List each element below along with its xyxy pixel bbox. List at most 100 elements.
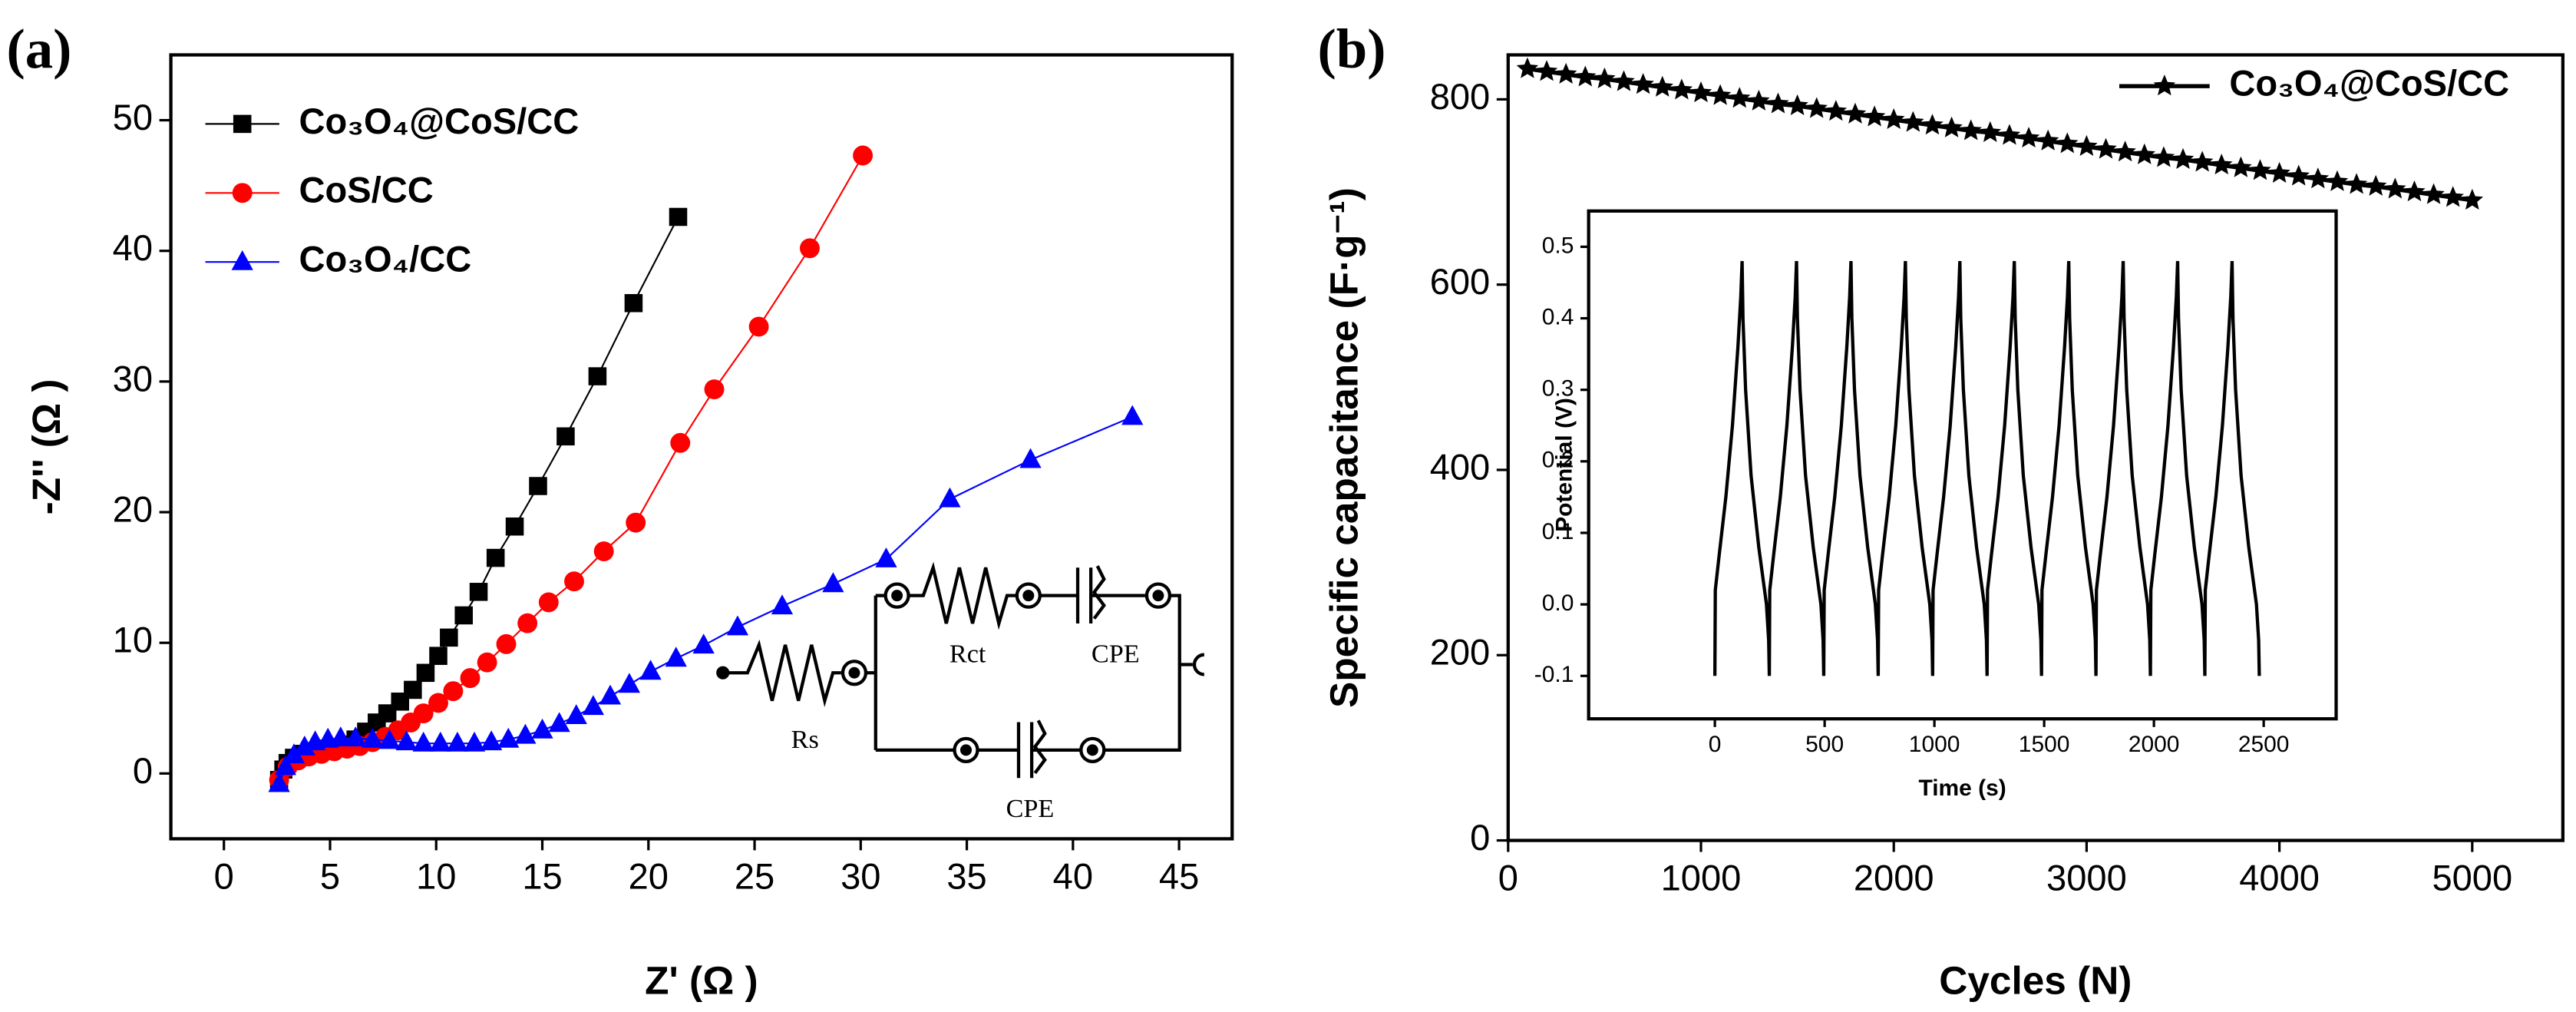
marker (412, 731, 434, 752)
marker (1863, 105, 1886, 127)
chart: 0 1000 2000 3000 4000 50000200400600800Cycles… (1323, 53, 2565, 1002)
marker (726, 615, 749, 636)
marker (505, 517, 524, 536)
x-tick-label: 2000 (2129, 732, 2180, 757)
marker (268, 772, 290, 792)
x-tick-label: 500 (1805, 732, 1844, 757)
node (1152, 590, 1164, 602)
marker (404, 680, 422, 699)
marker (588, 367, 607, 385)
marker (1902, 111, 1924, 132)
series-line (1712, 260, 2261, 676)
marker (460, 668, 481, 689)
marker (565, 704, 587, 725)
marker (669, 207, 688, 227)
y-tick-label: 600 (1430, 261, 1491, 302)
y-tick-label: 20 (113, 488, 153, 529)
y-tick-label: -0.1 (1534, 662, 1574, 687)
marker (2114, 141, 2136, 162)
y-axis-label: Potential (V) (1552, 398, 1577, 532)
terminal (716, 666, 730, 680)
y-tick-label: 0.0 (1542, 590, 1574, 616)
marker (429, 731, 451, 752)
marker (2268, 161, 2290, 184)
circuit-diagram: Rs Rct CPE CPE (716, 561, 1205, 823)
plot-frame (1506, 53, 2565, 842)
x-tick-label: 1000 (1661, 858, 1742, 898)
marker (2307, 167, 2330, 189)
marker (548, 712, 570, 733)
cpe-arrow (1032, 719, 1047, 775)
circuit-label: Rct (949, 640, 986, 669)
marker (2345, 173, 2368, 194)
marker (639, 660, 662, 680)
y-tick-label: 0 (1470, 817, 1490, 858)
marker (2326, 170, 2349, 191)
x-tick-label: 0 (1498, 858, 1518, 898)
marker (1593, 67, 1616, 88)
marker (1767, 92, 1789, 114)
marker (556, 427, 575, 446)
marker (1516, 57, 1539, 78)
marker (514, 723, 537, 744)
marker (1960, 119, 1982, 141)
marker (2442, 186, 2464, 207)
marker (413, 703, 434, 724)
marker (2210, 154, 2233, 175)
marker (2230, 156, 2252, 177)
x-tick-label: 30 (841, 856, 880, 897)
y-tick-label: 0.5 (1542, 233, 1574, 258)
x-tick-label: 2000 (1854, 858, 1934, 898)
marker (1786, 94, 1808, 115)
y-tick-label: 0 (133, 750, 153, 791)
marker (1574, 65, 1597, 87)
marker (618, 673, 641, 693)
series-line (278, 216, 679, 781)
marker (362, 727, 384, 748)
x-tick-label: 35 (946, 856, 986, 897)
legend-marker (232, 183, 253, 203)
x-tick-label: 2500 (2238, 732, 2290, 757)
legend-label: CoS/CC (299, 170, 434, 210)
marker (2384, 177, 2406, 199)
panel-label: (b) (1318, 18, 1386, 80)
marker (1554, 62, 1577, 84)
node (848, 666, 860, 679)
y-tick-label: 0.2 (1542, 448, 1574, 473)
marker (454, 606, 473, 625)
marker (378, 729, 401, 749)
x-tick-label: 0 (214, 856, 234, 897)
marker (2152, 146, 2175, 167)
marker (416, 663, 435, 683)
marker (1670, 78, 1693, 100)
y-tick-label: 0.1 (1542, 519, 1574, 544)
marker (1651, 75, 1674, 97)
x-tick-label: 0 (1709, 732, 1722, 757)
marker (2191, 150, 2214, 172)
marker (1844, 102, 1867, 124)
marker (440, 628, 458, 647)
marker (1535, 60, 1558, 81)
x-tick-label: 1500 (2019, 732, 2070, 757)
y-tick-label: 40 (113, 227, 153, 268)
marker (822, 572, 844, 593)
marker (2076, 134, 2098, 157)
marker (665, 647, 687, 667)
marker (2056, 132, 2079, 154)
marker (395, 730, 418, 751)
x-tick-label: 5000 (2432, 858, 2512, 898)
marker (1921, 114, 1944, 135)
marker (446, 731, 469, 752)
x-tick-label: 45 (1159, 856, 1199, 897)
marker (2422, 183, 2445, 204)
chart: 0 500 1000 1500 2000 2500 -0.1 0.0 0.1 0.2 0.3 0.4 0… (1534, 209, 2338, 801)
marker (486, 548, 505, 567)
legend-marker (231, 250, 253, 270)
y-tick-label: 400 (1430, 446, 1491, 487)
marker (748, 316, 769, 337)
marker (939, 487, 961, 508)
plot-frame (169, 53, 1234, 841)
node (960, 744, 972, 756)
marker (469, 583, 488, 601)
